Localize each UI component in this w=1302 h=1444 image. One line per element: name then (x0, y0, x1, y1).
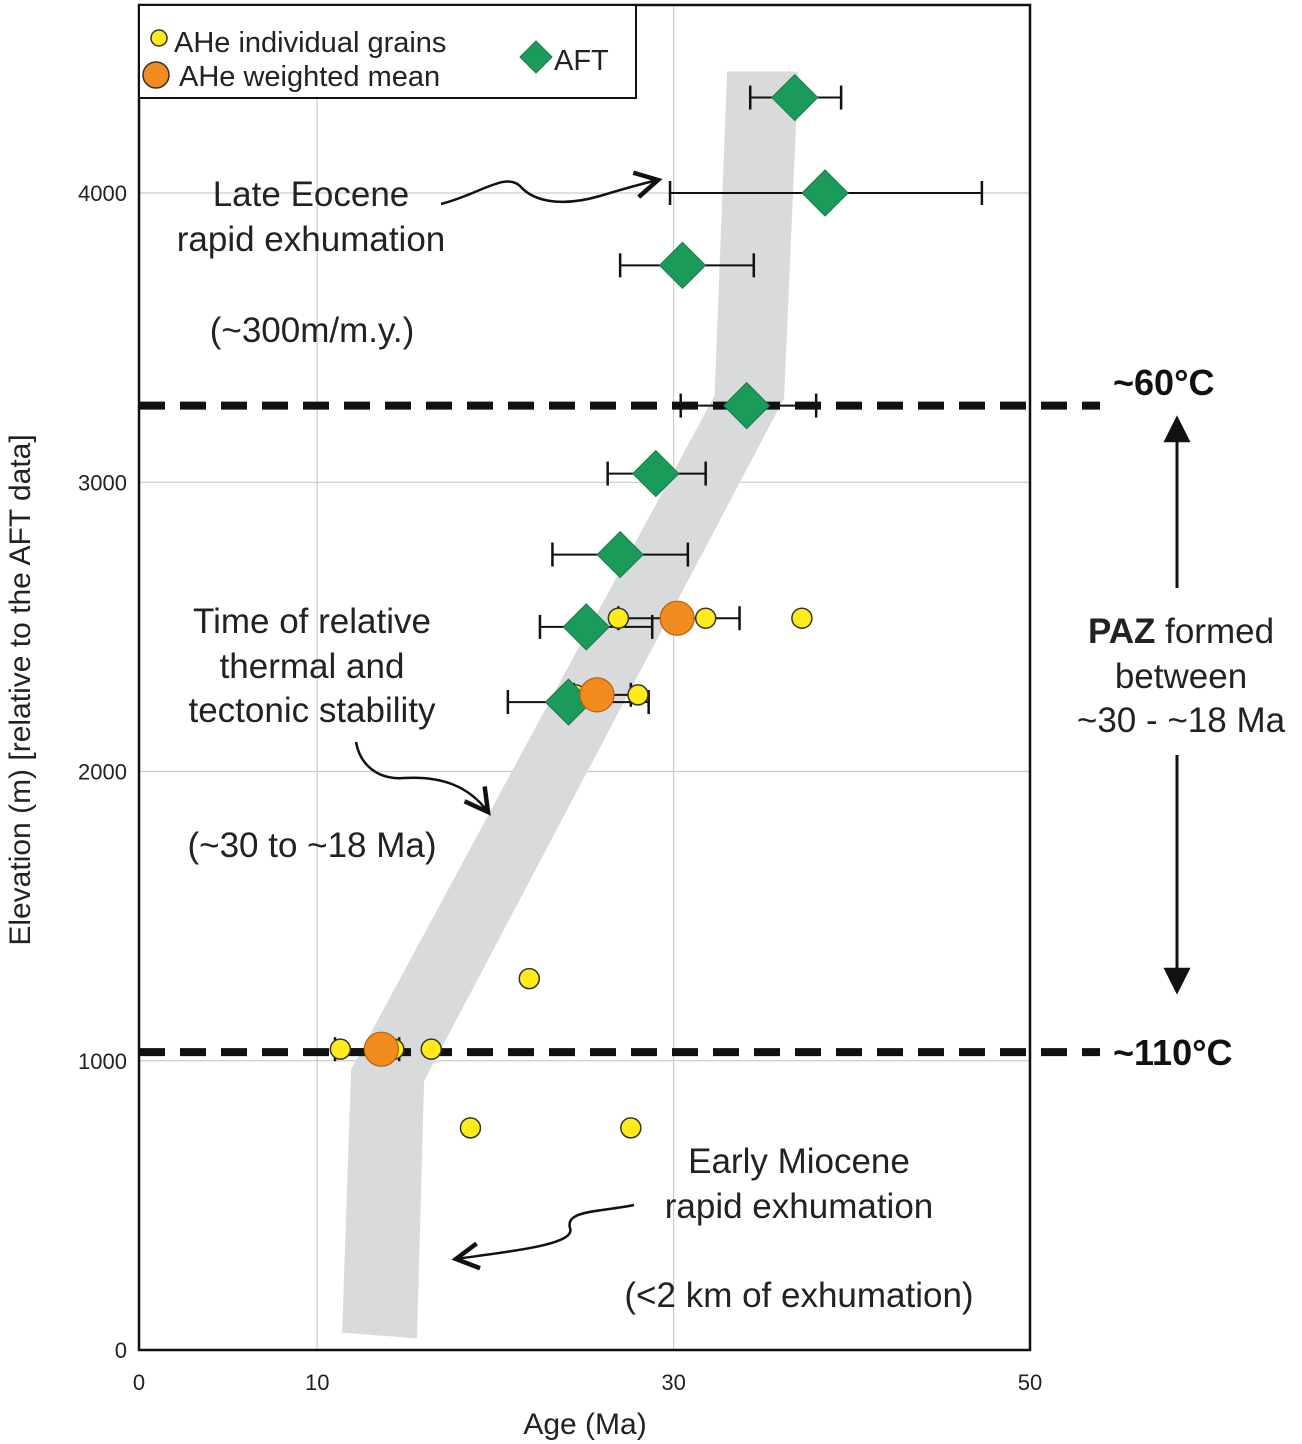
late-eocene-annotation: Late Eocene rapid exhumation (~300m/m.y.… (177, 170, 663, 350)
stability-annotation: Time of relative thermal and tectonic st… (187, 602, 491, 865)
paz-line2: between (1115, 657, 1247, 696)
ahe-mean-point (659, 600, 695, 636)
aft-points (544, 73, 849, 726)
aft-point (658, 241, 707, 290)
aft-point (722, 381, 771, 430)
paz-bold: PAZ (1088, 612, 1155, 651)
aft-point (771, 73, 819, 122)
late-eocene-arrow (440, 170, 663, 206)
legend-mean-label: AHe weighted mean (179, 61, 440, 93)
y-tick-label: 1000 (78, 1049, 127, 1074)
ahe-grain-point (791, 607, 813, 629)
late-eocene-line1: Late Eocene (213, 175, 410, 214)
temp-60-label: ~60°C (1113, 362, 1214, 403)
ahe-grain-point (620, 1117, 642, 1139)
legend: AHe individual grains AHe weighted mean … (138, 4, 637, 99)
late-eocene-rate: (~300m/m.y.) (210, 311, 415, 350)
early-miocene-arrow (451, 1203, 635, 1271)
early-miocene-line2: rapid exhumation (665, 1187, 934, 1226)
paz-rest: formed (1155, 612, 1274, 651)
legend-grain-label: AHe individual grains (174, 27, 446, 59)
ahe-mean-point (579, 677, 615, 713)
ahe-grain-point (694, 607, 717, 629)
ahe-grain-point (459, 1117, 482, 1139)
stability-arrow (354, 741, 491, 816)
ahe-mean-point (363, 1031, 399, 1067)
reference-lines (139, 401, 1100, 1057)
x-tick-label: 30 (661, 1370, 685, 1395)
aft-point (562, 603, 610, 651)
ahe-grain-point (627, 684, 649, 706)
aft-point (632, 449, 680, 498)
y-axis-title: Elevation (m) [relative to the AFT data] (4, 434, 37, 945)
x-tick-labels: 0 10 30 50 (133, 1370, 1042, 1395)
stability-line2: thermal and (220, 647, 405, 686)
y-tick-label: 3000 (78, 470, 127, 495)
legend-box (138, 4, 637, 99)
paz-annotation: PAZ formed between ~30 - ~18 Ma (1077, 415, 1286, 995)
x-tick-label: 50 (1018, 1370, 1042, 1395)
legend-aft-marker (519, 40, 553, 74)
early-miocene-amount: (<2 km of exhumation) (624, 1276, 973, 1315)
temp-110-label: ~110°C (1113, 1032, 1233, 1073)
legend-grain-marker (150, 29, 168, 47)
stability-line3: tectonic stability (188, 691, 436, 730)
y-tick-label: 2000 (78, 760, 127, 785)
ahe-mean-points (363, 600, 695, 1067)
legend-mean-marker (142, 61, 170, 89)
ahe-grain-point (420, 1038, 442, 1060)
paz-line3: ~30 - ~18 Ma (1077, 701, 1286, 740)
x-tick-label: 0 (133, 1370, 145, 1395)
aft-point (801, 169, 849, 217)
ahe-grain-point (607, 607, 630, 629)
stability-line1: Time of relative (193, 602, 431, 641)
early-miocene-annotation: Early Miocene rapid exhumation (<2 km of… (451, 1142, 974, 1315)
x-axis-title: Age (Ma) (523, 1408, 646, 1441)
early-miocene-line1: Early Miocene (688, 1142, 910, 1181)
y-tick-label: 0 (115, 1338, 127, 1363)
ahe-grain-point (518, 967, 541, 990)
legend-aft-label: AFT (554, 45, 609, 77)
y-tick-label: 4000 (78, 181, 127, 206)
stability-range: (~30 to ~18 Ma) (187, 826, 436, 865)
x-tick-label: 10 (305, 1370, 329, 1395)
grid-lines (139, 5, 1030, 1350)
y-tick-labels: 0 1000 2000 3000 4000 (78, 181, 127, 1363)
late-eocene-line2: rapid exhumation (177, 220, 446, 259)
ahe-grain-point (329, 1038, 352, 1060)
aft-point (596, 530, 644, 579)
paz-line1: PAZ formed (1088, 612, 1274, 651)
